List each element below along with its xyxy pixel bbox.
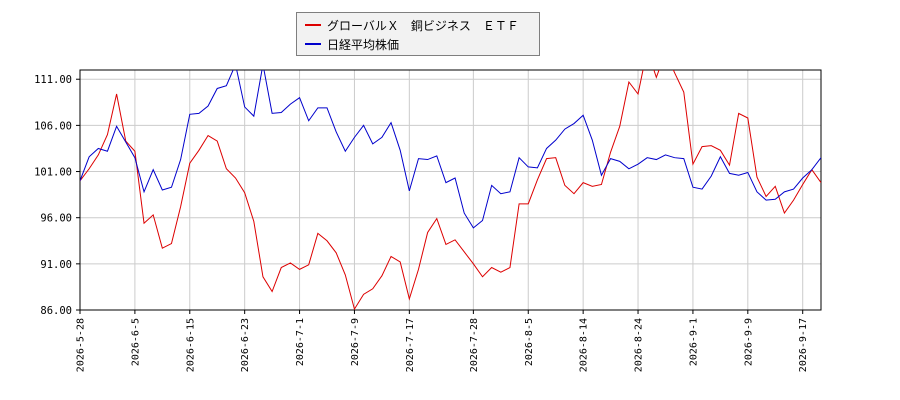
y-tick-label: 96.00 — [40, 213, 72, 225]
series-line-0 — [80, 70, 821, 310]
legend-swatch-blue — [305, 43, 321, 45]
legend-swatch-red — [305, 24, 321, 26]
y-tick-label: 101.00 — [34, 167, 72, 179]
x-tick-label: 2026-5-28 — [76, 318, 87, 372]
y-tick-label: 111.00 — [34, 74, 72, 86]
y-tick-label: 86.00 — [40, 305, 72, 317]
plot-area-frame — [79, 69, 822, 311]
series-line-1 — [80, 70, 821, 229]
legend-label-nikkei: 日経平均株価 — [327, 37, 400, 52]
chart-legend: グローバルＸ 銅ビジネス ＥＴＦ 日経平均株価 — [296, 12, 540, 56]
x-tick-label: 2026-7-1 — [295, 318, 306, 366]
x-tick-label: 2026-7-28 — [469, 318, 480, 372]
x-tick-label: 2026-7-9 — [350, 318, 361, 366]
x-tick-label: 2026-8-14 — [579, 318, 590, 372]
legend-label-copper-etf: グローバルＸ 銅ビジネス ＥＴＦ — [327, 18, 519, 33]
x-tick-label: 2026-9-1 — [688, 318, 699, 366]
x-tick-label: 2026-6-5 — [130, 318, 141, 366]
x-tick-label: 2026-9-9 — [743, 318, 754, 366]
x-tick-label: 2026-6-15 — [185, 318, 196, 372]
x-tick-label: 2026-9-17 — [798, 318, 809, 372]
y-axis-ticks: 86.00 91.00 96.00 101.00 106.00 111.00 — [34, 74, 80, 317]
series-lines — [80, 70, 821, 310]
x-tick-label: 2026-8-5 — [524, 318, 535, 366]
x-tick-label: 2026-6-23 — [240, 318, 251, 372]
x-tick-label: 2026-7-17 — [405, 318, 416, 372]
x-axis-ticks: 2026-5-28 2026-6-5 2026-6-15 2026-6-23 2026-… — [76, 310, 809, 372]
grid-lines — [79, 70, 821, 311]
y-tick-label: 91.00 — [40, 259, 72, 271]
legend-item-nikkei: 日経平均株価 — [305, 35, 399, 53]
x-tick-label: 2026-8-24 — [634, 318, 645, 372]
y-tick-label: 106.00 — [34, 120, 72, 132]
legend-item-copper-etf: グローバルＸ 銅ビジネス ＥＴＦ — [305, 16, 519, 34]
